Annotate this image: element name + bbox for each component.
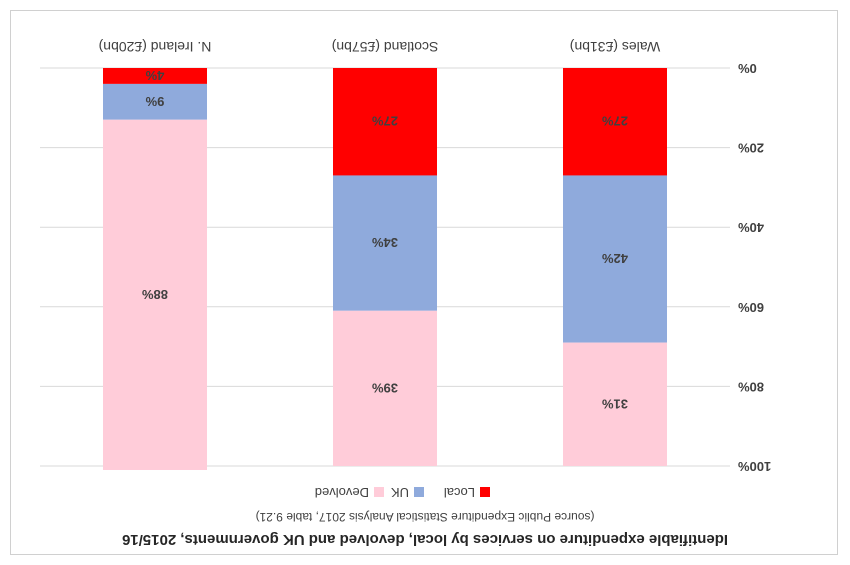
data-labels: 27% 42% 31% 27% 34% 39% 4% 9% 88% [142, 68, 628, 411]
bar-local-1 [333, 68, 437, 176]
data-label: 27% [602, 114, 628, 129]
data-label: 31% [602, 396, 628, 411]
y-tick-label: 60% [738, 300, 764, 315]
data-label: 9% [145, 94, 164, 109]
bar-local-0 [563, 68, 667, 176]
legend-swatch-local [480, 487, 490, 497]
y-tick-label: 80% [738, 379, 764, 394]
category-labels: Wales (£31bn) Scotland (£57bn) N. Ireland … [99, 39, 661, 55]
data-label: 88% [142, 287, 168, 302]
bar-devolved-2 [103, 119, 207, 470]
bar-devolved-0 [563, 342, 667, 466]
chart-title: Identifiable expenditure on services by … [122, 531, 728, 548]
bars [103, 68, 667, 470]
y-tick-label: 40% [738, 220, 764, 235]
chart-subtitle: (source Public Expenditure Statistical A… [256, 510, 595, 524]
y-axis-ticks: 0% 20% 40% 60% 80% 100% [738, 61, 772, 474]
category-label: Scotland (£57bn) [332, 39, 439, 55]
bar-uk-0 [563, 175, 667, 343]
legend-label: Local [444, 485, 475, 500]
data-label: 34% [372, 235, 398, 250]
legend-swatch-devolved [374, 487, 384, 497]
bar-devolved-1 [333, 310, 437, 466]
data-label: 39% [372, 380, 398, 395]
legend-label: Devolved [315, 485, 369, 500]
category-label: N. Ireland (£20bn) [99, 39, 212, 55]
data-label: 42% [602, 251, 628, 266]
bar-uk-2 [103, 83, 207, 120]
data-label: 27% [372, 114, 398, 129]
data-label: 4% [145, 68, 164, 83]
bar-uk-1 [333, 175, 437, 311]
legend-swatch-uk [414, 487, 424, 497]
y-tick-label: 0% [738, 61, 757, 76]
legend-label: UK [391, 485, 409, 500]
y-tick-label: 100% [738, 459, 772, 474]
category-label: Wales (£31bn) [570, 39, 661, 55]
bar-local-2 [103, 68, 207, 84]
y-tick-label: 20% [738, 141, 764, 156]
legend: Local UK Devolved [315, 485, 490, 500]
